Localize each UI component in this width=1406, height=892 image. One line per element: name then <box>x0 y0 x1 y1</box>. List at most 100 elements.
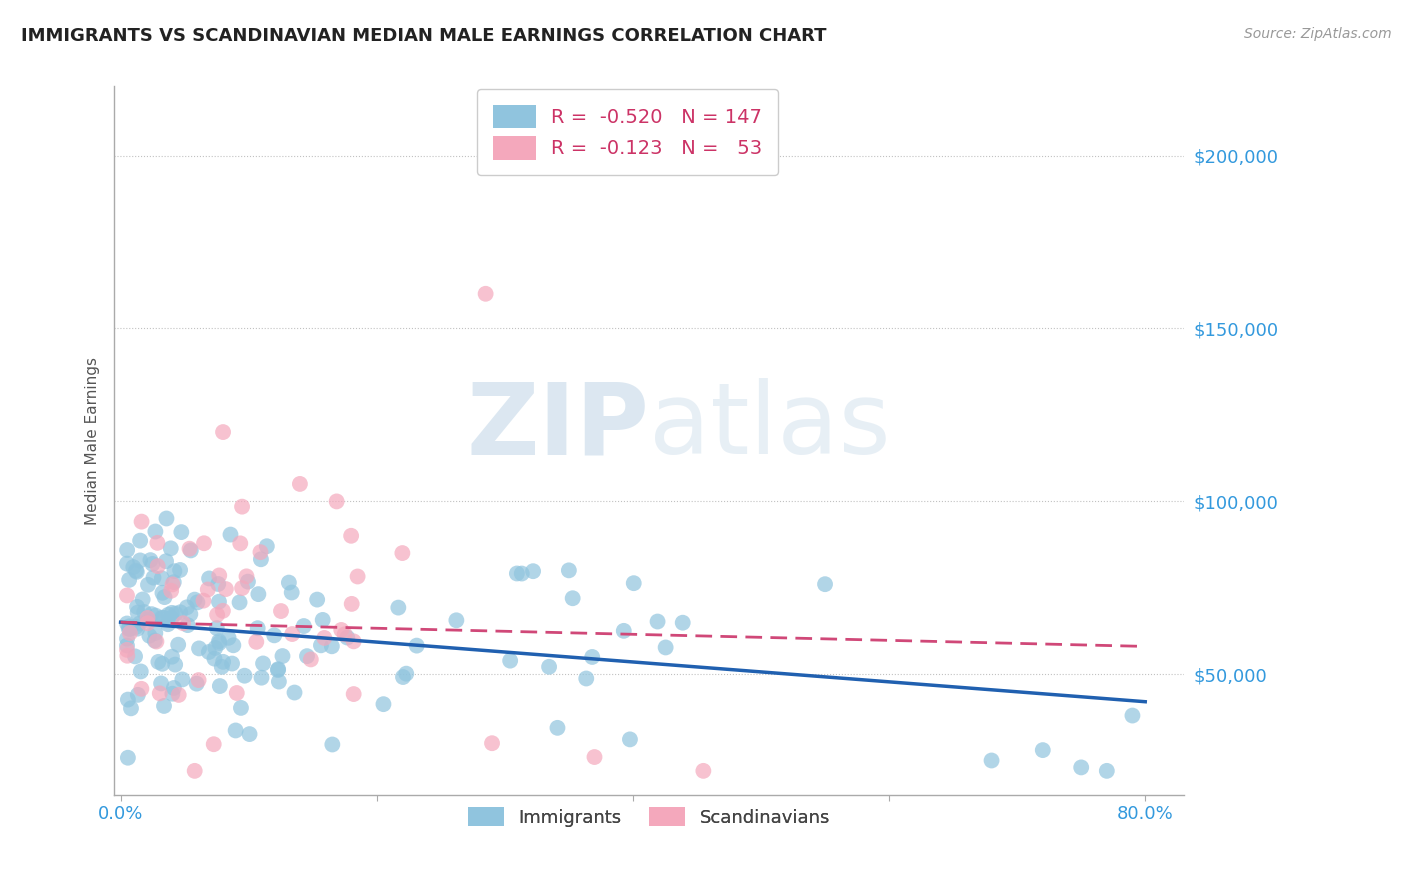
Point <box>233 669 256 683</box>
Point <box>647 615 669 629</box>
Point <box>198 571 221 585</box>
Point <box>141 607 163 622</box>
Point <box>163 681 186 695</box>
Point <box>118 622 141 636</box>
Point <box>343 687 366 701</box>
Point <box>814 577 837 591</box>
Point <box>180 543 202 558</box>
Point <box>127 622 149 636</box>
Point <box>245 635 267 649</box>
Point <box>138 629 160 643</box>
Point <box>131 592 153 607</box>
Point <box>183 764 205 778</box>
Point <box>145 524 167 539</box>
Point <box>208 568 231 582</box>
Point <box>118 626 141 640</box>
Point <box>131 681 153 696</box>
Point <box>231 581 253 595</box>
Point <box>613 624 636 638</box>
Point <box>136 578 159 592</box>
Point <box>221 657 243 671</box>
Point <box>183 592 205 607</box>
Point <box>117 750 139 764</box>
Point <box>118 621 141 635</box>
Point <box>623 576 645 591</box>
Point <box>250 552 273 566</box>
Text: atlas: atlas <box>650 378 890 475</box>
Point <box>228 595 250 609</box>
Point <box>204 651 226 665</box>
Point <box>162 687 184 701</box>
Point <box>205 607 228 622</box>
Point <box>246 621 269 635</box>
Point <box>118 573 141 587</box>
Point <box>155 554 177 568</box>
Point <box>153 590 176 604</box>
Point <box>152 611 174 625</box>
Point <box>373 697 395 711</box>
Point <box>281 627 304 641</box>
Point <box>654 640 676 655</box>
Point <box>207 577 229 591</box>
Text: Source: ZipAtlas.com: Source: ZipAtlas.com <box>1244 27 1392 41</box>
Point <box>340 529 363 543</box>
Point <box>153 698 176 713</box>
Point <box>152 586 174 600</box>
Point <box>163 564 186 578</box>
Point <box>1070 760 1092 774</box>
Point <box>672 615 695 630</box>
Point <box>117 692 139 706</box>
Point <box>127 606 149 620</box>
Point <box>312 613 335 627</box>
Point <box>219 527 242 541</box>
Point <box>115 632 138 646</box>
Point <box>117 648 139 663</box>
Point <box>280 585 302 599</box>
Point <box>575 672 598 686</box>
Point <box>169 605 191 619</box>
Point <box>299 652 322 666</box>
Point <box>202 737 225 751</box>
Point <box>149 686 172 700</box>
Point <box>267 662 290 676</box>
Point <box>229 536 252 550</box>
Point <box>1095 764 1118 778</box>
Point <box>118 619 141 633</box>
Point <box>481 736 503 750</box>
Point <box>118 622 141 636</box>
Point <box>1032 743 1054 757</box>
Point <box>307 592 329 607</box>
Point <box>321 738 343 752</box>
Point <box>225 686 247 700</box>
Point <box>188 641 211 656</box>
Point <box>177 618 200 632</box>
Point <box>546 721 568 735</box>
Point <box>231 500 253 514</box>
Point <box>141 557 163 571</box>
Point <box>277 575 299 590</box>
Point <box>157 607 180 622</box>
Point <box>143 633 166 648</box>
Point <box>392 670 415 684</box>
Point <box>198 645 221 659</box>
Point <box>143 626 166 640</box>
Point <box>229 701 252 715</box>
Point <box>145 634 167 648</box>
Point <box>146 536 169 550</box>
Point <box>235 569 257 583</box>
Point <box>267 674 290 689</box>
Point <box>619 732 641 747</box>
Point <box>212 425 235 439</box>
Point <box>222 638 245 652</box>
Point <box>129 665 152 679</box>
Point <box>186 595 208 609</box>
Point <box>212 604 235 618</box>
Point <box>208 679 231 693</box>
Point <box>193 593 215 607</box>
Point <box>115 643 138 657</box>
Y-axis label: Median Male Earnings: Median Male Earnings <box>86 357 100 524</box>
Point <box>125 564 148 578</box>
Point <box>387 600 409 615</box>
Point <box>395 666 418 681</box>
Point <box>252 657 274 671</box>
